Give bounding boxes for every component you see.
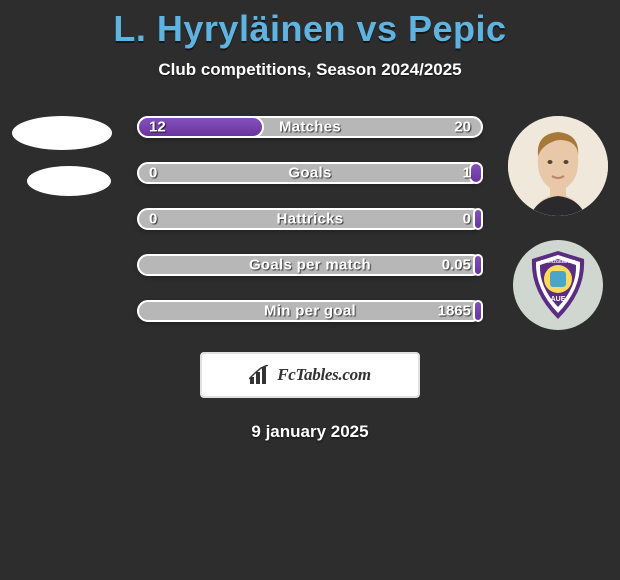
stat-label: Matches (139, 119, 481, 136)
stat-value-right: 0.05 (442, 257, 471, 274)
stat-value-right: 1865 (438, 303, 471, 320)
stats-rows: Matches1220Goals01Hattricks00Goals per m… (0, 116, 620, 322)
page-title: L. Hyryläinen vs Pepic (0, 8, 620, 50)
stat-row: Min per goal1865 (137, 300, 483, 322)
stat-value-left: 12 (149, 119, 166, 136)
bars-icon (249, 365, 271, 385)
stat-value-left: 0 (149, 165, 157, 182)
brand-logo[interactable]: FcTables.com (200, 352, 420, 398)
stat-value-right: 1 (463, 165, 471, 182)
brand-text: FcTables.com (277, 365, 371, 385)
subtitle: Club competitions, Season 2024/2025 (0, 60, 620, 80)
stat-row: Hattricks0 0 (137, 208, 483, 230)
stat-label: Min per goal (139, 303, 481, 320)
stat-value-right: 0 (463, 211, 471, 228)
stat-row: Goals0 1 (137, 162, 483, 184)
stat-label: Goals (139, 165, 481, 182)
stat-label: Goals per match (139, 257, 481, 274)
stat-value-right: 20 (454, 119, 471, 136)
date-text: 9 january 2025 (0, 422, 620, 442)
stat-row: Goals per match0.05 (137, 254, 483, 276)
stat-value-left: 0 (149, 211, 157, 228)
comparison-card: L. Hyryläinen vs Pepic Club competitions… (0, 0, 620, 580)
stat-row: Matches12 20 (137, 116, 483, 138)
stat-label: Hattricks (139, 211, 481, 228)
